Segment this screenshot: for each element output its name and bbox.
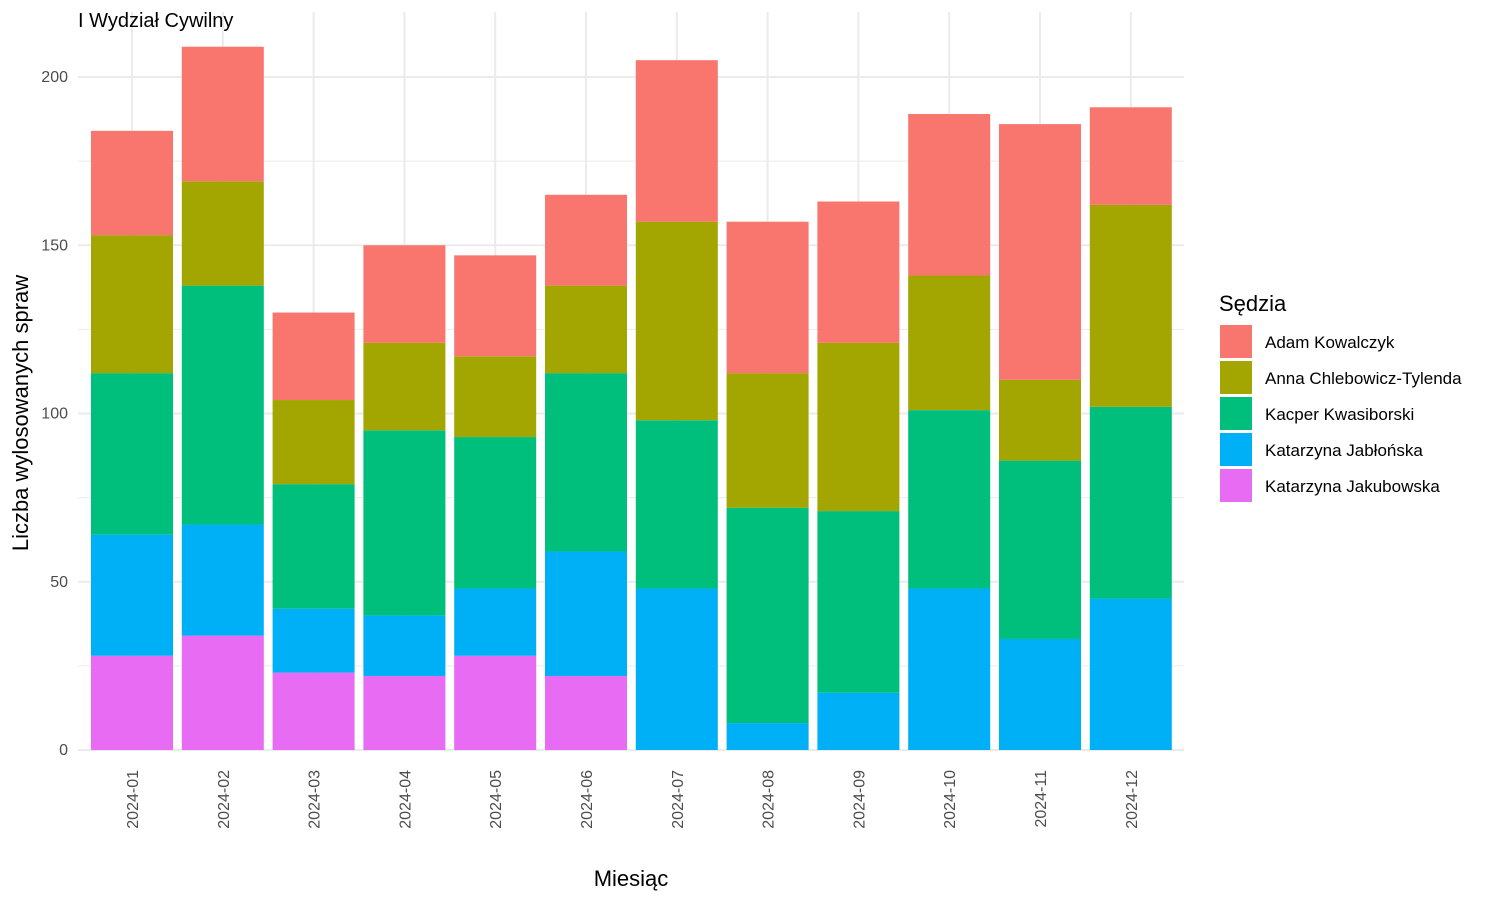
bar-segment xyxy=(999,124,1081,380)
bar-segment xyxy=(363,245,446,343)
legend-items: Adam Kowalczyk Anna Chlebowicz-Tylenda Kac… xyxy=(1220,325,1462,502)
bar-segment xyxy=(363,430,446,616)
bar-segment xyxy=(272,312,355,401)
bar-segment xyxy=(545,194,627,286)
bar-segment xyxy=(817,201,900,343)
legend-label: Kacper Kwasiborski xyxy=(1265,405,1414,424)
x-axis-ticks: 2024-01 2024-02 2024-03 2024-04 2024-05 2024-… xyxy=(125,770,1141,829)
bar-segment xyxy=(181,181,264,286)
bar-segment xyxy=(726,221,809,374)
legend-label: Adam Kowalczyk xyxy=(1265,333,1395,352)
x-tick-label: 2024-04 xyxy=(397,770,414,829)
bar-segment xyxy=(272,484,355,609)
x-tick-label: 2024-02 xyxy=(216,770,233,829)
bar-segment xyxy=(817,511,900,693)
x-tick-label: 2024-11 xyxy=(1033,770,1050,828)
bar-segment xyxy=(181,46,264,182)
bar-segment xyxy=(545,675,627,750)
legend-label: Katarzyna Jabłońska xyxy=(1265,441,1423,460)
bar-segment xyxy=(1089,204,1172,407)
bar-segment xyxy=(181,635,264,750)
bar-segment xyxy=(272,608,355,673)
bar-segment xyxy=(999,379,1081,461)
bar-segment xyxy=(1089,406,1172,599)
legend-key xyxy=(1220,397,1252,430)
bar-segment xyxy=(91,130,173,236)
x-tick-label: 2024-08 xyxy=(761,770,778,829)
bar-segment xyxy=(999,638,1081,750)
legend-key xyxy=(1220,469,1252,502)
bar-segment xyxy=(454,356,537,438)
legend-title: Sędzia xyxy=(1219,291,1287,316)
bar-segment xyxy=(908,588,991,750)
bar-segment xyxy=(545,551,627,676)
bar-segment xyxy=(908,114,991,276)
bar-segment xyxy=(181,285,264,525)
y-tick-label: 150 xyxy=(41,237,68,254)
legend: Sędzia Adam Kowalczyk Anna Chlebowicz-Tyl… xyxy=(1219,291,1462,502)
bar-segment xyxy=(363,342,446,431)
legend-label: Anna Chlebowicz-Tylenda xyxy=(1265,369,1462,388)
bar-segment xyxy=(726,723,809,750)
bar-segment xyxy=(726,373,809,508)
y-axis-title: Liczba wylosowanych spraw xyxy=(8,275,33,551)
legend-label: Katarzyna Jakubowska xyxy=(1265,477,1440,496)
legend-key xyxy=(1220,325,1252,358)
bar-segment xyxy=(91,235,173,374)
bar-segment xyxy=(726,507,809,724)
bar-segment xyxy=(272,672,355,750)
x-tick-label: 2024-12 xyxy=(1124,770,1141,829)
bar-segment xyxy=(454,437,537,589)
x-tick-label: 2024-01 xyxy=(125,770,142,829)
bar-segment xyxy=(181,524,264,636)
chart-title: I Wydział Cywilny xyxy=(78,10,233,32)
y-tick-label: 200 xyxy=(41,69,68,86)
bar-segment xyxy=(272,400,355,485)
x-axis-title: Miesiąc xyxy=(594,866,669,891)
x-tick-label: 2024-07 xyxy=(670,770,687,829)
legend-key xyxy=(1220,361,1252,394)
y-tick-label: 50 xyxy=(50,574,68,591)
x-tick-label: 2024-09 xyxy=(851,770,868,829)
bars xyxy=(91,46,1172,750)
bar-segment xyxy=(635,420,718,589)
bar-segment xyxy=(908,410,991,589)
bar-segment xyxy=(635,60,718,222)
y-tick-label: 0 xyxy=(59,742,68,759)
bar-segment xyxy=(454,655,537,750)
bar-segment xyxy=(91,373,173,535)
x-tick-label: 2024-05 xyxy=(488,770,505,829)
bar-segment xyxy=(635,221,718,421)
bar-segment xyxy=(545,373,627,552)
bar-segment xyxy=(545,285,627,374)
x-tick-label: 2024-10 xyxy=(942,770,959,829)
y-tick-label: 100 xyxy=(41,406,68,423)
bar-segment xyxy=(817,342,900,512)
bar-segment xyxy=(908,275,991,411)
x-tick-label: 2024-06 xyxy=(579,770,596,829)
bar-segment xyxy=(999,460,1081,639)
y-axis-ticks: 0 50 100 150 200 xyxy=(41,69,68,759)
bar-segment xyxy=(363,675,446,750)
legend-key xyxy=(1220,433,1252,466)
bar-segment xyxy=(454,588,537,656)
bar-segment xyxy=(363,615,446,676)
bar-segment xyxy=(91,655,173,750)
x-tick-label: 2024-03 xyxy=(307,770,324,829)
bar-segment xyxy=(1089,107,1172,205)
bar-segment xyxy=(817,692,900,750)
bar-segment xyxy=(635,588,718,750)
bar-segment xyxy=(1089,598,1172,750)
bar-segment xyxy=(454,255,537,357)
bar-segment xyxy=(91,534,173,656)
